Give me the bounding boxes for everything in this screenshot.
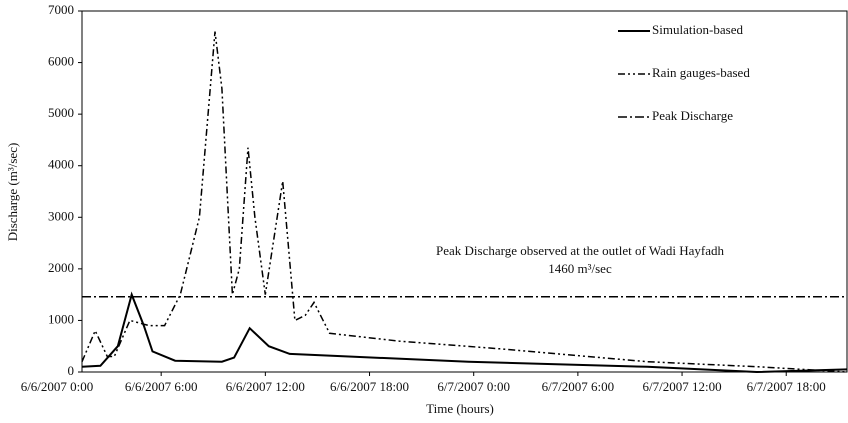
y-tick-label: 0 (68, 363, 75, 378)
x-tick-label: 6/7/2007 0:00 (437, 379, 510, 394)
x-tick-label: 6/6/2007 12:00 (226, 379, 305, 394)
x-tick-label: 6/6/2007 18:00 (330, 379, 409, 394)
plot-frame (81, 10, 848, 373)
y-tick-label: 3000 (48, 208, 74, 223)
x-tick-label: 6/6/2007 6:00 (125, 379, 198, 394)
y-tick-label: 6000 (48, 54, 74, 69)
y-axis-label: Discharge (m³/sec) (5, 143, 20, 242)
y-tick-label: 4000 (48, 157, 74, 172)
y-tick-label: 5000 (48, 105, 74, 120)
y-tick-label: 7000 (48, 2, 74, 17)
x-tick-label: 6/6/2007 0:00 (21, 379, 94, 394)
legend-label: Rain gauges-based (652, 65, 750, 80)
y-tick-label: 2000 (48, 260, 74, 275)
legend-label: Peak Discharge (652, 108, 733, 123)
annotation: 1460 m³/sec (548, 261, 612, 276)
line (81, 31, 848, 373)
y-tick-label: 1000 (48, 311, 74, 326)
x-tick-label: 6/7/2007 12:00 (643, 379, 722, 394)
annotation: Peak Discharge observed at the outlet of… (436, 243, 724, 258)
x-tick-label: 6/7/2007 6:00 (542, 379, 615, 394)
legend-label: Simulation-based (652, 22, 743, 37)
x-axis-label: Time (hours) (426, 401, 494, 416)
x-tick-label: 6/7/2007 18:00 (747, 379, 826, 394)
line (81, 291, 848, 374)
